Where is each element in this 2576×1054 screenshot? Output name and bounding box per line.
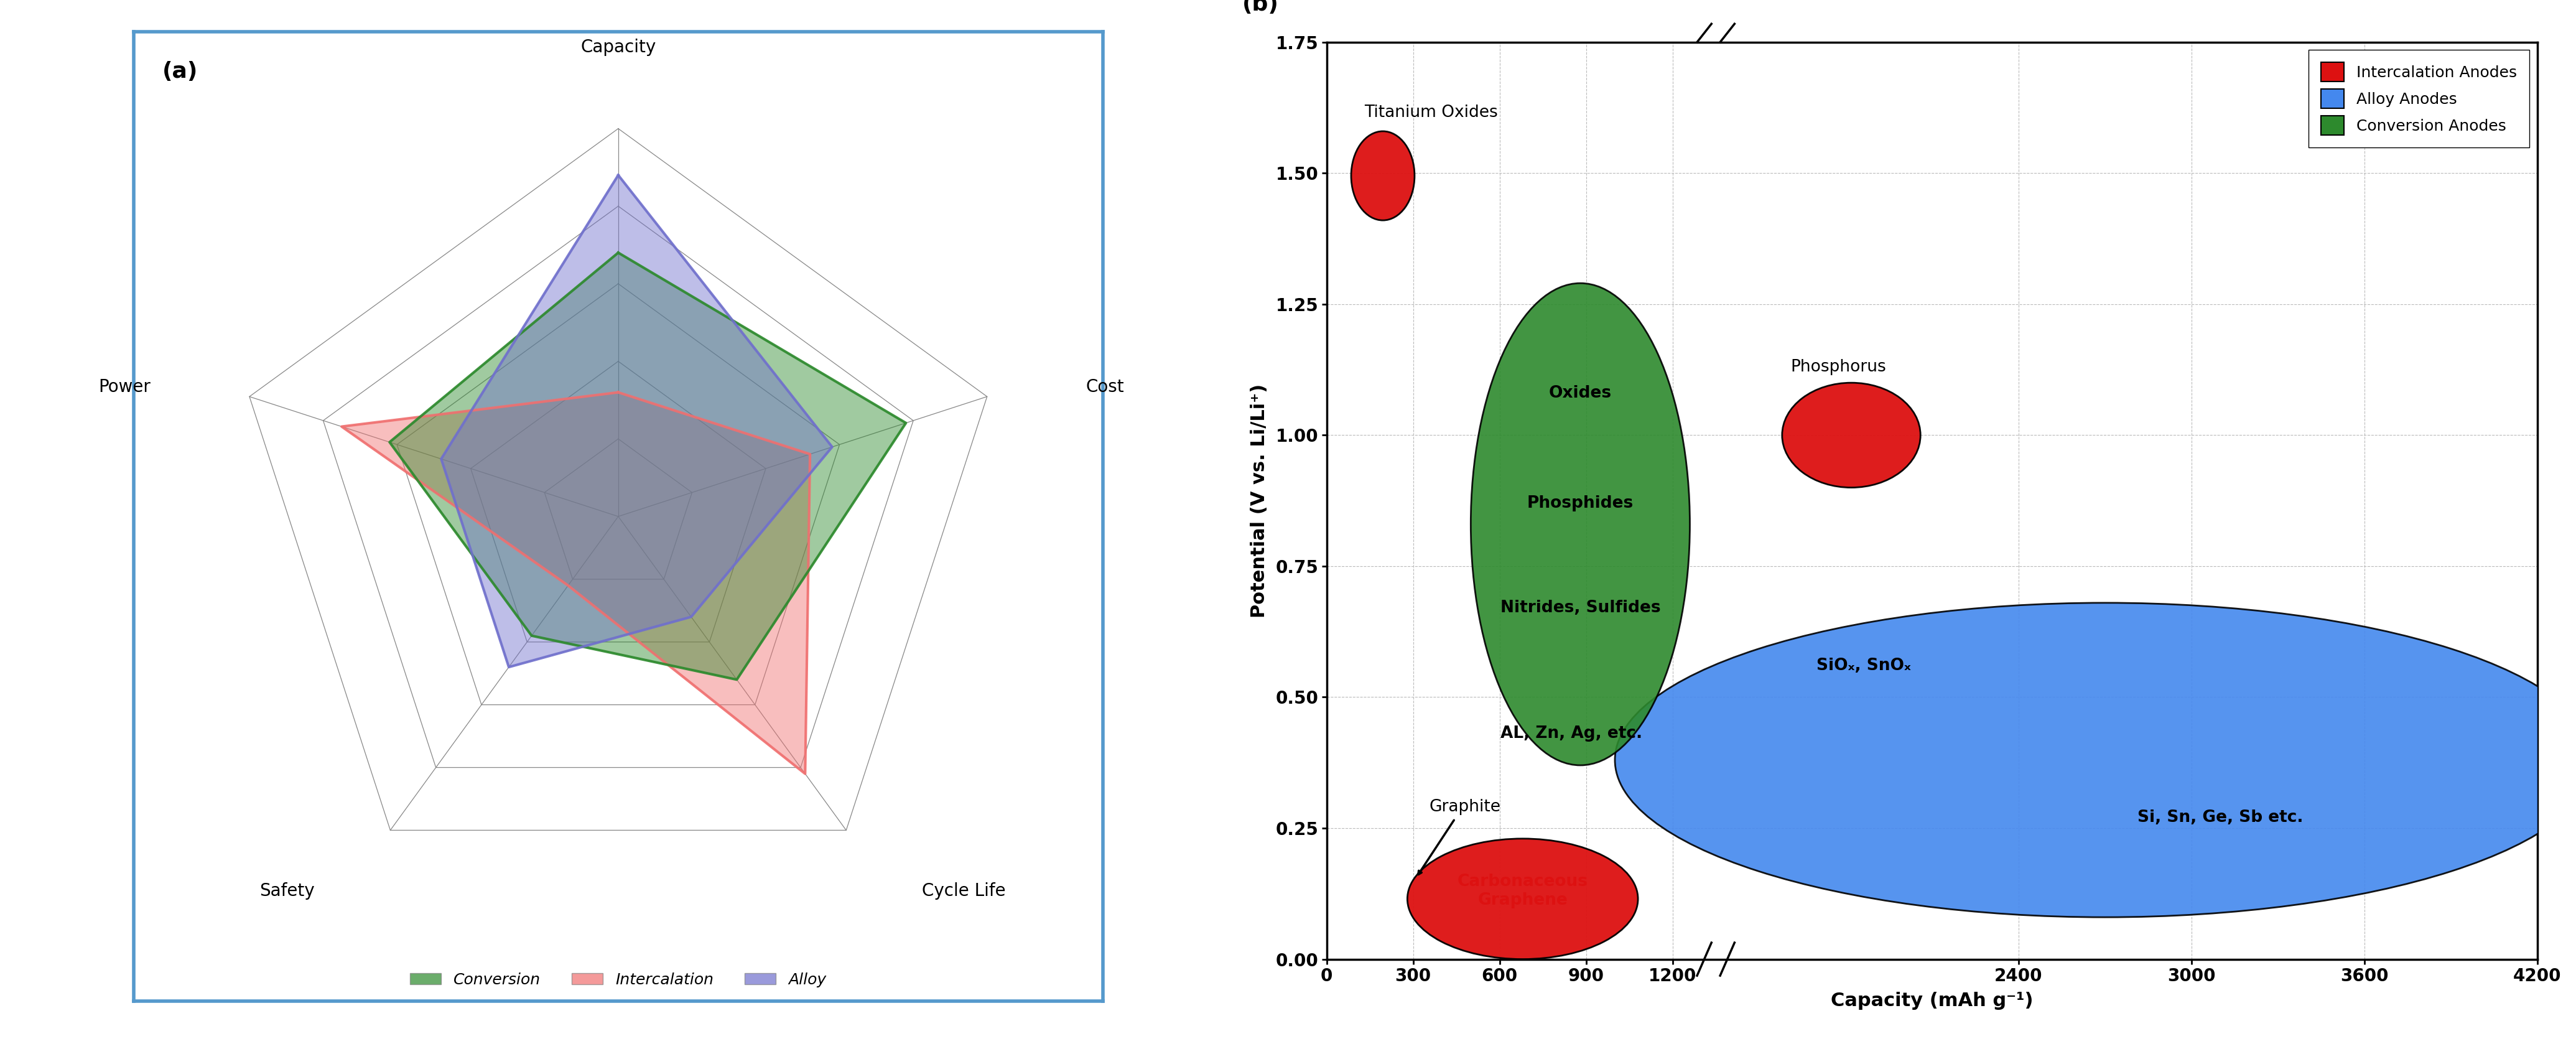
Text: Phosphorus: Phosphorus: [1790, 358, 1886, 375]
Text: (b): (b): [1242, 0, 1278, 15]
Legend: Conversion, Intercalation, Alloy: Conversion, Intercalation, Alloy: [404, 967, 832, 994]
Text: (a): (a): [162, 61, 198, 82]
Text: Carbonaceous
Graphene: Carbonaceous Graphene: [1458, 874, 1587, 909]
Text: Cycle Life: Cycle Life: [922, 882, 1005, 900]
Text: Phosphides: Phosphides: [1528, 495, 1633, 511]
Ellipse shape: [1352, 132, 1414, 220]
Text: Nitrides, Sulfides: Nitrides, Sulfides: [1499, 600, 1662, 617]
Text: SiOₓ, SnOₓ: SiOₓ, SnOₓ: [1816, 658, 1911, 674]
Polygon shape: [389, 253, 907, 680]
Text: Power: Power: [98, 378, 152, 395]
Ellipse shape: [1406, 839, 1638, 959]
Text: Titanium Oxides: Titanium Oxides: [1365, 104, 1497, 121]
Text: AL, Zn, Ag, etc.: AL, Zn, Ag, etc.: [1502, 726, 1643, 742]
Text: Capacity: Capacity: [580, 38, 657, 56]
Text: Oxides: Oxides: [1548, 385, 1613, 402]
Text: Safety: Safety: [260, 882, 314, 900]
Text: Cost: Cost: [1084, 378, 1123, 395]
Polygon shape: [343, 392, 809, 774]
Y-axis label: Potential (V vs. Li/Li⁺): Potential (V vs. Li/Li⁺): [1249, 384, 1267, 618]
Text: Graphite: Graphite: [1430, 799, 1499, 815]
X-axis label: Capacity (mAh g⁻¹): Capacity (mAh g⁻¹): [1832, 992, 2032, 1010]
Ellipse shape: [1471, 284, 1690, 765]
Legend: Intercalation Anodes, Alloy Anodes, Conversion Anodes: Intercalation Anodes, Alloy Anodes, Conv…: [2308, 50, 2530, 148]
Text: Si, Sn, Ge, Sb etc.: Si, Sn, Ge, Sb etc.: [2138, 809, 2303, 825]
Ellipse shape: [1615, 603, 2576, 917]
Ellipse shape: [1783, 383, 1922, 488]
Polygon shape: [440, 175, 832, 667]
